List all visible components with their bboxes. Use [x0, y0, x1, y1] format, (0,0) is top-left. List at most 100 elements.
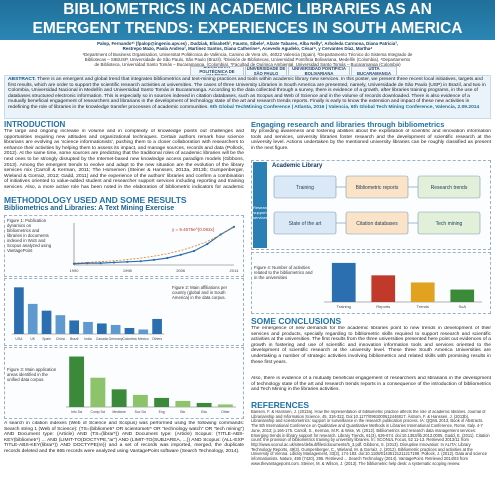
fig4-x-tick: SoA	[458, 304, 466, 309]
fig3-x-tick: Info Sci	[71, 410, 83, 414]
fig4-bar	[371, 275, 396, 302]
fig2-x-tick: USA	[15, 337, 23, 341]
fig1-x-tick: 1990	[70, 268, 80, 273]
fig3-bar	[69, 356, 85, 407]
fig1-point	[139, 260, 142, 263]
poster-title-line2: EMERGENT TRENDS: EXPERIENCES IN SOUTH AM…	[32, 20, 463, 37]
figure3-chart: Info Sci Comp Sci Medicine Soc Sci Eng Bio Edu…	[66, 356, 236, 414]
diagram-node-label: Training	[296, 185, 314, 191]
engaging-title: Engaging research and libraries through …	[251, 120, 445, 129]
fig1-point	[126, 260, 129, 263]
fig4-x-tick: Trends	[417, 304, 429, 309]
diagram-sidebar	[253, 162, 267, 248]
search-text: A search in citation indexes (Web of Sci…	[4, 421, 244, 454]
fig3-bar	[217, 404, 233, 407]
fig2-bar	[41, 310, 52, 334]
figure4-panel	[251, 252, 491, 314]
abstract-text: There is an emergent and global trend th…	[8, 77, 486, 110]
figure1-chart: 1990 1998 2006 2014 y = 9.4675e^{0.093x}	[70, 223, 240, 273]
logo-usp-text: UNIVERSIDADE DE SÃO PAULO	[246, 66, 286, 76]
diagram-title: Academic Library	[272, 163, 323, 169]
fig3-bar	[196, 402, 212, 407]
fig4-bar	[410, 282, 435, 302]
affiliation-line2: Bibliotecas – SIBiUSP, Universidade de S…	[84, 57, 411, 62]
diagram-node-label: Citation databases	[356, 221, 398, 227]
fig1-point	[152, 258, 156, 262]
affiliation-line1: ¹Department of Business Organisation, Un…	[82, 52, 413, 57]
diagram-sidebar-label: Research support services	[253, 205, 271, 220]
figure2-caption: Figure 2: Main affiliations per country …	[172, 285, 228, 300]
fig2-bar	[55, 315, 66, 334]
authors-line1: Palop, Fernando*¹ (fpalop@ingenio.upv.es…	[97, 41, 398, 46]
figure4-caption: Figure 4: Number of activities related t…	[254, 265, 313, 280]
fig1-point	[232, 225, 236, 228]
references-text: Bansen, F. & Hanssen, J. (2013a). How th…	[251, 410, 490, 466]
fig1-x-tick: 2006	[176, 268, 186, 273]
methodology-subtitle: Bibliometrics and Libraries: A Text Mini…	[4, 205, 175, 212]
conclusions-title: SOME CONCLUSIONS	[251, 316, 342, 326]
methodology-title: METHODOLOGY USED AND SOME RESULTS	[4, 195, 187, 205]
fig4-x-tick: Training	[337, 304, 351, 309]
fig3-bar	[111, 389, 127, 407]
fig3-x-tick: Bio	[180, 410, 185, 414]
fig2-bar	[152, 318, 162, 334]
fig3-x-tick: Medicine	[112, 410, 126, 414]
conclusions-p1: The emergence of new demands for the aca…	[251, 326, 491, 365]
fig1-point	[112, 261, 116, 264]
logo-upb-text: UNIVERSIDAD PONTIFICIA BOLIVARIANA	[292, 66, 346, 76]
fig2-x-tick: Brazil	[70, 337, 79, 341]
figure1-caption: Figure 1: Publication dynamics on biblio…	[7, 218, 52, 253]
logo-usta-text: USTA BUCARAMANGA	[357, 66, 391, 76]
fig1-point	[219, 233, 222, 236]
fig2-x-tick: Others	[152, 337, 162, 341]
fig4-bar	[450, 289, 475, 302]
diagram-panel	[251, 160, 491, 250]
fig2-x-tick: India	[84, 337, 91, 341]
fig1-x-tick: 2014	[230, 268, 240, 273]
figure3-caption: Figure 3: Main application areas identif…	[7, 367, 57, 382]
fig2-bar	[110, 324, 121, 334]
fig3-x-tick: Other	[221, 410, 230, 414]
diagram-node-label: State of the art	[289, 221, 322, 227]
fig3-x-tick: Eng	[159, 410, 165, 414]
abstract-label: ABSTRACT.	[8, 77, 36, 82]
fig3-x-tick: Comp Sci	[91, 410, 106, 414]
figure4-chart: Training Reports Trends SoA	[324, 262, 482, 309]
figure2-chart: USA UK Spain China Brazil India Canada Germany C…	[12, 287, 164, 341]
diagram-node-label: Tech mining	[436, 221, 463, 227]
abstract-box: ABSTRACT. There is an emergent and globa…	[4, 75, 491, 119]
affiliation-line3: de Biblioteca, Universidad Santo Tomás –…	[94, 62, 401, 67]
fig3-bar	[154, 397, 170, 407]
fig1-x-tick: 1998	[123, 268, 133, 273]
fig2-x-tick: Colombia	[122, 337, 136, 341]
fig3-bar	[175, 400, 191, 407]
fig1-point	[192, 249, 196, 253]
fig2-x-tick: Spain	[42, 337, 51, 341]
intro-title: INTRODUCTION	[4, 120, 66, 129]
fig4-x-tick: Reports	[376, 304, 390, 309]
fig2-bar	[69, 320, 80, 334]
fig2-bar	[83, 321, 93, 334]
fig1-point	[206, 242, 209, 246]
engaging-text: By providing awareness and fostering abi…	[251, 129, 491, 151]
fig2-x-tick: China	[56, 337, 65, 341]
diagram-node	[417, 175, 481, 199]
fig2-bar	[124, 327, 135, 334]
fig2-x-tick: Mexico	[138, 337, 149, 341]
fig2-bar	[96, 323, 107, 334]
fig3-bar	[132, 394, 148, 407]
fig3-x-tick: Edu	[201, 410, 207, 414]
diagram-node-label: Research trends	[431, 185, 468, 191]
poster-title-line1: BIBLIOMETRICS IN ACADEMIC LIBRARIES AS A…	[63, 1, 432, 18]
fig1-point	[179, 253, 182, 256]
diagram-node-label: Bibliometric reports	[356, 185, 399, 191]
fig2-bar	[14, 287, 24, 334]
fig2-x-tick: UK	[30, 337, 35, 341]
intro-text: The large and ongoing increase in volume…	[4, 129, 244, 191]
fig2-x-tick: Germany	[109, 337, 123, 341]
references-title: REFERENCES	[251, 400, 310, 410]
title-banner	[0, 0, 495, 40]
abstract-citation: 6th Global TechMining Conference | Atlan…	[209, 104, 480, 110]
fig3-bar	[90, 377, 106, 407]
fig2-x-tick: Canada	[96, 337, 108, 341]
